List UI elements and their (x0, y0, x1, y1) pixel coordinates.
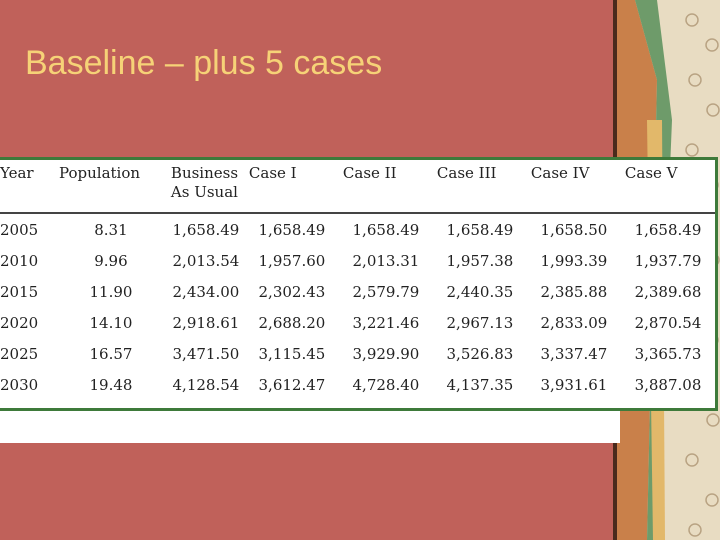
table-row: 2020 14.10 2,918.61 2,688.20 3,221.46 2,… (0, 307, 715, 338)
data-table-container: Year Population Business As Usual Case I… (0, 157, 718, 411)
cell-case-3: 4,137.35 (446, 375, 514, 394)
table-row: 2030 19.48 4,128.54 3,612.47 4,728.40 4,… (0, 369, 715, 400)
cell-bau: 4,128.54 (172, 375, 240, 394)
cell-case-4: 1,658.50 (540, 220, 608, 239)
header-case-3: Case III (432, 160, 527, 214)
cell-bau: 3,471.50 (172, 344, 240, 363)
white-strip (0, 411, 620, 443)
cell-case-4: 3,337.47 (540, 344, 608, 363)
header-case-2: Case II (338, 160, 433, 214)
cell-case-4: 1,993.39 (540, 251, 608, 270)
projection-table: Year Population Business As Usual Case I… (0, 160, 715, 400)
cell-population: 11.90 (89, 282, 133, 301)
header-year: Year (0, 160, 55, 214)
cell-case-5: 1,937.79 (634, 251, 702, 270)
cell-case-2: 3,221.46 (352, 313, 420, 332)
slide-title: Baseline – plus 5 cases (25, 44, 383, 82)
cell-year: 2010 (0, 251, 39, 270)
cell-case-3: 2,440.35 (446, 282, 514, 301)
cell-case-1: 2,302.43 (258, 282, 326, 301)
cell-year: 2020 (0, 313, 39, 332)
cell-population: 14.10 (89, 313, 133, 332)
cell-bau: 2,434.00 (172, 282, 240, 301)
cell-population: 16.57 (89, 344, 133, 363)
cell-population: 8.31 (94, 220, 128, 239)
cell-case-3: 3,526.83 (446, 344, 514, 363)
header-case-4: Case IV (526, 160, 621, 214)
cell-case-4: 2,385.88 (540, 282, 608, 301)
cell-case-1: 1,957.60 (258, 251, 326, 270)
header-row: Year Population Business As Usual Case I… (0, 160, 715, 214)
header-case-5: Case V (620, 160, 715, 214)
cell-year: 2030 (0, 375, 39, 394)
table-row: 2025 16.57 3,471.50 3,115.45 3,929.90 3,… (0, 338, 715, 369)
cell-case-2: 1,658.49 (352, 220, 420, 239)
cell-bau: 1,658.49 (172, 220, 240, 239)
table-row: 2010 9.96 2,013.54 1,957.60 2,013.31 1,9… (0, 245, 715, 276)
cell-case-1: 3,612.47 (258, 375, 326, 394)
header-business-as-usual: Business As Usual (166, 160, 245, 214)
cell-case-5: 2,870.54 (634, 313, 702, 332)
cell-bau: 2,013.54 (172, 251, 240, 270)
cell-case-5: 2,389.68 (634, 282, 702, 301)
cell-case-4: 3,931.61 (540, 375, 608, 394)
cell-case-5: 3,887.08 (634, 375, 702, 394)
cell-case-2: 4,728.40 (352, 375, 420, 394)
header-population: Population (55, 160, 167, 214)
cell-case-3: 1,658.49 (446, 220, 514, 239)
cell-case-1: 1,658.49 (258, 220, 326, 239)
cell-population: 9.96 (94, 251, 128, 270)
cell-case-1: 2,688.20 (258, 313, 326, 332)
cell-population: 19.48 (89, 375, 133, 394)
cell-case-3: 2,967.13 (446, 313, 514, 332)
cell-bau: 2,918.61 (172, 313, 240, 332)
cell-case-1: 3,115.45 (258, 344, 326, 363)
cell-year: 2015 (0, 282, 39, 301)
cell-year: 2005 (0, 220, 39, 239)
cell-case-2: 2,013.31 (352, 251, 420, 270)
cell-case-2: 2,579.79 (352, 282, 420, 301)
table-row: 2015 11.90 2,434.00 2,302.43 2,579.79 2,… (0, 276, 715, 307)
cell-case-3: 1,957.38 (446, 251, 514, 270)
table-row: 2005 8.31 1,658.49 1,658.49 1,658.49 1,6… (0, 213, 715, 245)
cell-year: 2025 (0, 344, 39, 363)
cell-case-5: 1,658.49 (634, 220, 702, 239)
cell-case-5: 3,365.73 (634, 344, 702, 363)
header-case-1: Case I (244, 160, 339, 214)
cell-case-4: 2,833.09 (540, 313, 608, 332)
cell-case-2: 3,929.90 (352, 344, 420, 363)
